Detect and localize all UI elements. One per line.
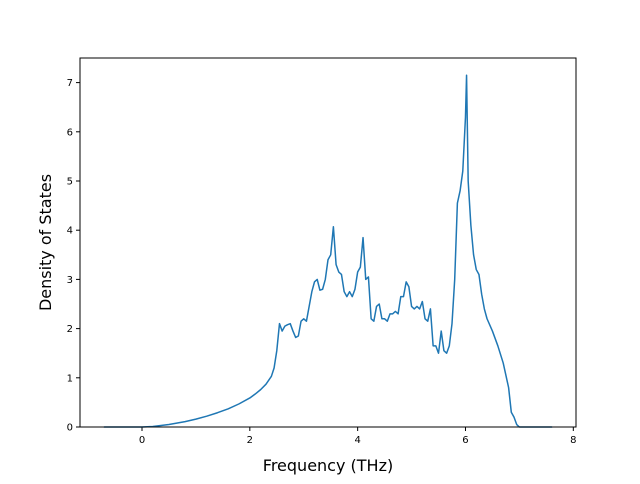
y-tick-label: 7: [67, 78, 73, 89]
plot-frame: [79, 57, 577, 428]
x-tick-label: 4: [354, 435, 360, 446]
y-tick-label: 2: [67, 324, 73, 335]
y-tick-label: 0: [67, 423, 73, 434]
x-tick-label: 6: [462, 435, 468, 446]
y-tick-label: 3: [67, 275, 73, 286]
x-tick-label: 2: [247, 435, 253, 446]
y-axis-title: Density of States: [36, 174, 55, 311]
x-tick-label: 8: [570, 435, 576, 446]
y-tick-label: 6: [67, 127, 73, 138]
dos-series-line: [103, 74, 553, 428]
x-axis-title: Frequency (THz): [263, 456, 393, 475]
y-tick-label: 1: [67, 373, 73, 384]
series-layer: [103, 74, 553, 428]
y-tick-label: 5: [67, 177, 73, 188]
ticks-layer: 0 2 4 6 8 0 1 2 3 4 5 6 7: [67, 78, 577, 446]
x-tick-label: 0: [139, 435, 145, 446]
y-tick-label: 4: [67, 226, 73, 237]
